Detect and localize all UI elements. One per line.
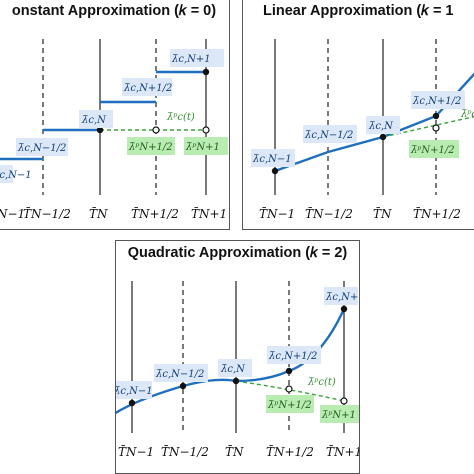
quadratic-tick-t-n: T̄N [225,444,244,459]
quadratic-pred-box-half [266,395,314,413]
linear-tick-t-n-plus-half: T̄N+1/2 [413,206,461,221]
quadratic-tick-t-n-plus-half: T̄N+1/2 [266,444,314,459]
quadratic-diagram: λ̄c,N−1 λ̄c,N−1/2 λ̄c,N λ̄c,N+1/2 λ̄c,N+… [115,281,360,459]
quadratic-panel-title: Quadratic Approximation (𝑘 = 2) [127,245,348,261]
linear-label-n-plus-half: λ̄c,N+1/2 [412,96,461,107]
constant-label-n-plus-half: λ̄c,N+1/2 [123,83,172,94]
linear-label-box-n [366,116,400,134]
linear-point-n [379,133,387,141]
constant-tick-t-n-plus-1: T̄N+1 [191,206,227,221]
quadratic-open-point-half [285,385,293,393]
linear-open-point [432,124,440,132]
quadratic-predicted-curve-label: λ̄ᵖc(t) [307,377,336,388]
constant-label-box-n-plus-1 [170,49,224,67]
constant-label-box-left [0,165,13,183]
quadratic-label-box-n-plus-1 [324,287,358,305]
constant-label-box-n-plus-half [122,78,172,96]
constant-panel-title: onstant Approximation (𝑘 = 0) [11,3,217,19]
constant-pred-box-half [127,137,175,155]
quadratic-label-n-minus-half: λ̄c,N−1/2 [155,369,204,380]
quadratic-point-n-minus-half [179,382,187,390]
quadratic-label-box-n [218,359,252,377]
constant-predicted-curve-label: λ̄ᵖc(t) [166,112,195,123]
quadratic-label-n-minus-1: λ̄c,N−1 [115,386,153,397]
linear-point-n-minus-1 [271,167,279,175]
linear-tick-t-n-minus-half: T̄N−1/2 [305,206,353,221]
constant-open-point-half [152,126,160,134]
quadratic-pred-label-1: λ̄ᵖN+1 [321,410,356,421]
constant-diagram: λ̄c,N−1 λ̄c,N−1/2 λ̄c,N λ̄c,N+1/2 λ̄c,N+… [0,39,228,221]
constant-approximation-panel: onstant Approximation (𝑘 = 0) λ̄c,N−1 λ̄… [0,0,230,230]
constant-label-n-plus-1: λ̄c,N+1 [171,54,211,65]
linear-pred-box-half [409,140,459,158]
linear-label-box-n-minus-1 [251,149,295,167]
constant-tick-t-n-minus-1: T̄N−1 [0,206,25,221]
constant-label-box-n [79,110,113,128]
linear-pred-label-half: λ̄ᵖN+1/2 [410,145,455,156]
linear-label-n-minus-half: λ̄c,N−1/2 [304,130,353,141]
constant-pred-box-1 [184,137,228,155]
constant-tick-t-n-plus-half: T̄N+1/2 [131,206,179,221]
quadratic-tick-t-n-plus-1: T̄N+1 [326,444,360,459]
quadratic-point-n-minus-1 [128,399,136,407]
quadratic-approximation-panel: Quadratic Approximation (𝑘 = 2) λ̄c,N−1 … [115,240,360,474]
quadratic-open-point-1 [340,397,348,405]
linear-label-n: λ̄c,N [368,121,394,132]
constant-open-point-1 [202,126,210,134]
linear-label-box-n-plus-half [411,91,465,109]
constant-pred-label-1: λ̄ᵖN+1 [185,142,220,153]
constant-point-n-plus-1 [202,68,210,76]
quadratic-pred-label-half: λ̄ᵖN+1/2 [267,400,312,411]
linear-diagram: λ̄c,N−1 λ̄c,N−1/2 λ̄c,N λ̄c,N+1/2 λ̄ᵖc(t… [251,39,474,221]
constant-label-n-minus-1: λ̄c,N−1 [0,170,32,181]
linear-label-n-minus-1: λ̄c,N−1 [252,154,292,165]
quadratic-label-box-n-minus-1 [116,381,152,399]
quadratic-point-n-plus-1 [340,305,348,313]
constant-label-n-minus-half: λ̄c,N−1/2 [17,143,66,154]
quadratic-pred-box-1 [320,405,359,423]
quadratic-point-n-plus-half [285,367,293,375]
quadratic-point-n [232,377,240,385]
quadratic-label-box-n-minus-half [154,364,208,382]
quadratic-label-box-n-plus-half [267,346,321,364]
quadratic-label-n-plus-half: λ̄c,N+1/2 [268,351,317,362]
linear-predicted-curve-label: λ̄ᵖc(t) [460,109,474,120]
constant-pred-label-half: λ̄ᵖN+1/2 [128,142,173,153]
quadratic-predicted-curve [235,380,345,402]
linear-panel-title: Linear Approximation (𝑘 = 1 [263,3,454,19]
quadratic-tick-t-n-minus-1: T̄N−1 [118,444,154,459]
linear-approximation-panel: Linear Approximation (𝑘 = 1 λ̄c,N−1 λ̄c,… [242,0,474,230]
linear-label-box-n-minus-half [303,125,357,143]
quadratic-label-n: λ̄c,N [220,364,246,375]
constant-label-box-n-minus-half [16,138,68,156]
linear-point-n-plus-half [432,112,440,120]
constant-tick-t-n-minus-half: T̄N−1/2 [23,206,71,221]
quadratic-tick-t-n-minus-half: T̄N−1/2 [161,444,209,459]
constant-point-n [96,126,104,134]
constant-tick-t-n: T̄N [89,206,108,221]
quadratic-label-n-plus-1: λ̄c,N+1 [325,292,360,303]
linear-tick-t-n: T̄N [373,206,392,221]
linear-tick-t-n-minus-1: T̄N−1 [259,206,295,221]
constant-label-n: λ̄c,N [81,115,107,126]
